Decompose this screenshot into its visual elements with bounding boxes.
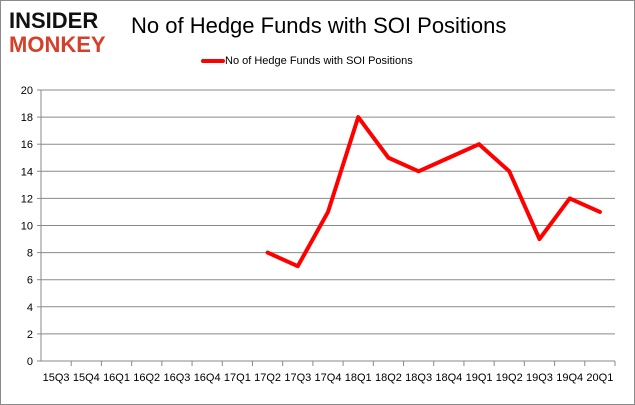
x-tick-label: 16Q4 bbox=[194, 372, 221, 384]
x-tick-label: 18Q1 bbox=[345, 372, 372, 384]
legend-label: No of Hedge Funds with SOI Positions bbox=[225, 55, 413, 67]
logo-line1: INSIDER bbox=[9, 8, 98, 33]
chart-title: No of Hedge Funds with SOI Positions bbox=[131, 13, 507, 38]
x-tick-label: 17Q2 bbox=[254, 372, 281, 384]
y-tick-label: 20 bbox=[21, 85, 33, 97]
x-tick-label: 19Q4 bbox=[556, 372, 583, 384]
x-tick-label: 17Q4 bbox=[315, 372, 342, 384]
x-tick-label: 17Q3 bbox=[284, 372, 311, 384]
y-tick-label: 0 bbox=[27, 356, 33, 368]
x-tick-label: 15Q3 bbox=[43, 372, 70, 384]
y-tick-label: 6 bbox=[27, 275, 33, 287]
x-tick-label: 16Q1 bbox=[103, 372, 130, 384]
y-tick-label: 12 bbox=[21, 193, 33, 205]
x-tick-label: 19Q3 bbox=[526, 372, 553, 384]
logo-line2: MONKEY bbox=[9, 32, 106, 55]
x-tick-label: 19Q1 bbox=[466, 372, 493, 384]
y-tick-label: 10 bbox=[21, 221, 33, 233]
x-tick-label: 18Q2 bbox=[375, 372, 402, 384]
y-tick-label: 2 bbox=[27, 329, 33, 341]
x-tick-label: 20Q1 bbox=[586, 372, 613, 384]
y-tick-label: 14 bbox=[21, 166, 33, 178]
x-tick-label: 16Q3 bbox=[163, 372, 190, 384]
x-tick-label: 18Q3 bbox=[405, 372, 432, 384]
series-line bbox=[265, 115, 602, 269]
legend-swatch bbox=[201, 59, 225, 63]
x-tick-label: 19Q2 bbox=[496, 372, 523, 384]
x-tick-label: 18Q4 bbox=[435, 372, 462, 384]
x-tick-label: 16Q2 bbox=[133, 372, 160, 384]
x-tick-label: 17Q1 bbox=[224, 372, 251, 384]
y-tick-label: 4 bbox=[27, 302, 33, 314]
legend: No of Hedge Funds with SOI Positions bbox=[201, 55, 413, 67]
y-tick-label: 8 bbox=[27, 248, 33, 260]
insider-monkey-logo: INSIDER MONKEY bbox=[9, 8, 106, 55]
x-tick-label: 15Q4 bbox=[73, 372, 100, 384]
y-tick-label: 16 bbox=[21, 139, 33, 151]
y-tick-label: 18 bbox=[21, 112, 33, 124]
